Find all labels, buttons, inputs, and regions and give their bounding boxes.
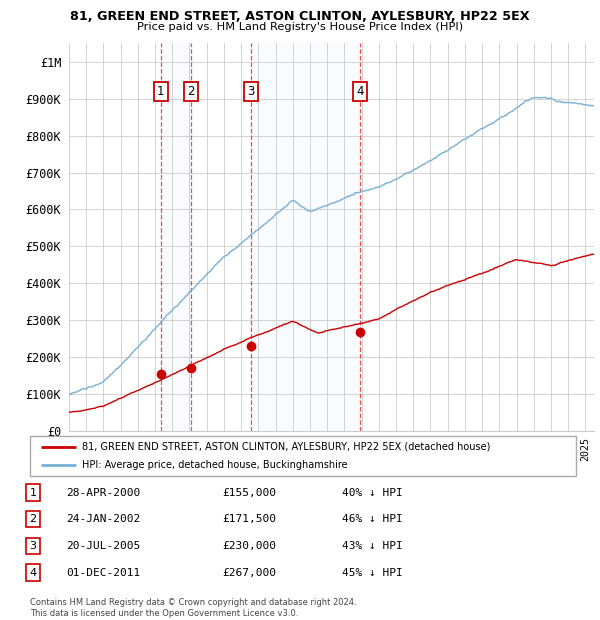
Text: 3: 3 (247, 85, 254, 98)
Text: HPI: Average price, detached house, Buckinghamshire: HPI: Average price, detached house, Buck… (82, 460, 347, 471)
Text: 4: 4 (29, 567, 37, 578)
Text: 81, GREEN END STREET, ASTON CLINTON, AYLESBURY, HP22 5EX (detached house): 81, GREEN END STREET, ASTON CLINTON, AYL… (82, 441, 490, 452)
Text: £171,500: £171,500 (222, 514, 276, 525)
Text: 45% ↓ HPI: 45% ↓ HPI (342, 567, 403, 578)
Text: Contains HM Land Registry data © Crown copyright and database right 2024.
This d: Contains HM Land Registry data © Crown c… (30, 598, 356, 618)
Text: 43% ↓ HPI: 43% ↓ HPI (342, 541, 403, 551)
Text: £155,000: £155,000 (222, 487, 276, 498)
Text: £267,000: £267,000 (222, 567, 276, 578)
Text: 2: 2 (187, 85, 194, 98)
Text: 2: 2 (29, 514, 37, 525)
Text: 81, GREEN END STREET, ASTON CLINTON, AYLESBURY, HP22 5EX: 81, GREEN END STREET, ASTON CLINTON, AYL… (70, 10, 530, 23)
Text: 46% ↓ HPI: 46% ↓ HPI (342, 514, 403, 525)
Text: £230,000: £230,000 (222, 541, 276, 551)
Text: 28-APR-2000: 28-APR-2000 (66, 487, 140, 498)
Bar (161, 43, 191, 431)
Text: 1: 1 (29, 487, 37, 498)
Text: 40% ↓ HPI: 40% ↓ HPI (342, 487, 403, 498)
Text: Price paid vs. HM Land Registry's House Price Index (HPI): Price paid vs. HM Land Registry's House … (137, 22, 463, 32)
FancyBboxPatch shape (30, 436, 576, 476)
Text: 01-DEC-2011: 01-DEC-2011 (66, 567, 140, 578)
Text: 1: 1 (157, 85, 164, 98)
Text: 4: 4 (356, 85, 364, 98)
Text: 24-JAN-2002: 24-JAN-2002 (66, 514, 140, 525)
Text: 20-JUL-2005: 20-JUL-2005 (66, 541, 140, 551)
Text: 3: 3 (29, 541, 37, 551)
Bar (251, 43, 360, 431)
